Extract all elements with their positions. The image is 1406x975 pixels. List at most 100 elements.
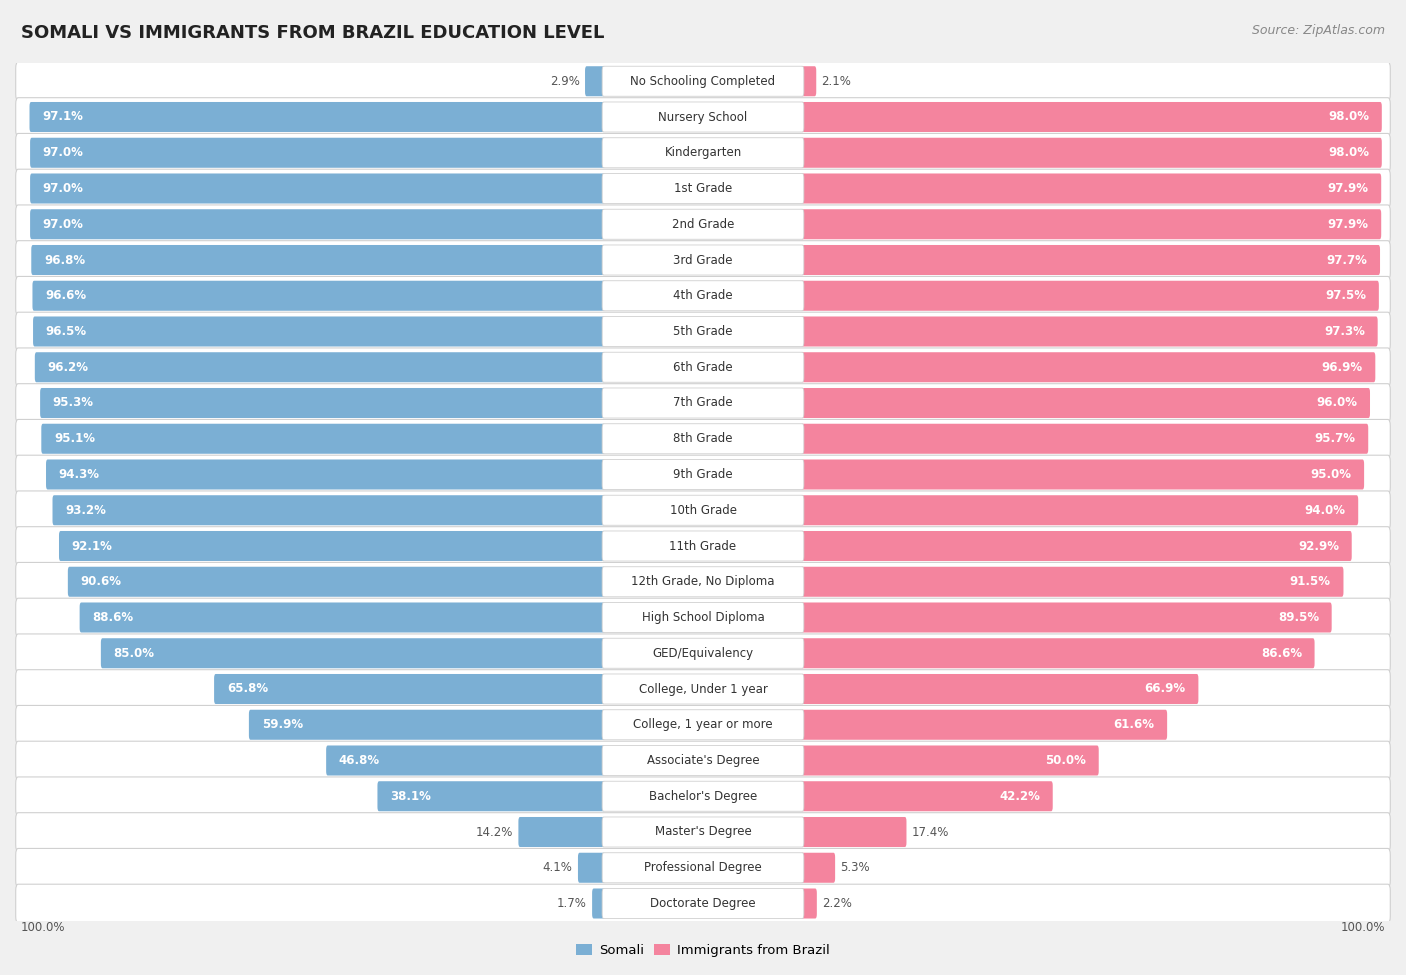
Text: 42.2%: 42.2% (1000, 790, 1040, 802)
FancyBboxPatch shape (52, 495, 606, 526)
FancyBboxPatch shape (800, 66, 817, 97)
Text: 95.1%: 95.1% (53, 432, 96, 446)
Text: 38.1%: 38.1% (389, 790, 432, 802)
Text: 97.9%: 97.9% (1327, 217, 1368, 231)
Text: 97.0%: 97.0% (42, 182, 83, 195)
Legend: Somali, Immigrants from Brazil: Somali, Immigrants from Brazil (571, 938, 835, 962)
Text: Bachelor's Degree: Bachelor's Degree (650, 790, 756, 802)
Text: 96.6%: 96.6% (45, 290, 86, 302)
FancyBboxPatch shape (32, 281, 606, 311)
FancyBboxPatch shape (59, 531, 606, 561)
Text: 96.8%: 96.8% (44, 254, 86, 266)
FancyBboxPatch shape (15, 241, 1391, 279)
FancyBboxPatch shape (800, 210, 1381, 239)
Text: Master's Degree: Master's Degree (655, 826, 751, 838)
FancyBboxPatch shape (602, 245, 804, 275)
Text: 6th Grade: 6th Grade (673, 361, 733, 373)
FancyBboxPatch shape (15, 777, 1391, 815)
FancyBboxPatch shape (15, 134, 1391, 172)
FancyBboxPatch shape (41, 388, 606, 418)
FancyBboxPatch shape (602, 781, 804, 811)
FancyBboxPatch shape (602, 746, 804, 775)
FancyBboxPatch shape (602, 817, 804, 847)
Text: 97.3%: 97.3% (1324, 325, 1365, 338)
FancyBboxPatch shape (602, 639, 804, 668)
Text: 98.0%: 98.0% (1329, 110, 1369, 124)
FancyBboxPatch shape (30, 102, 606, 132)
Text: 17.4%: 17.4% (911, 826, 949, 838)
FancyBboxPatch shape (602, 388, 804, 418)
FancyBboxPatch shape (15, 848, 1391, 887)
Text: 4th Grade: 4th Grade (673, 290, 733, 302)
FancyBboxPatch shape (800, 710, 1167, 740)
FancyBboxPatch shape (800, 566, 1344, 597)
FancyBboxPatch shape (602, 566, 804, 597)
Text: 97.9%: 97.9% (1327, 182, 1368, 195)
Text: SOMALI VS IMMIGRANTS FROM BRAZIL EDUCATION LEVEL: SOMALI VS IMMIGRANTS FROM BRAZIL EDUCATI… (21, 24, 605, 42)
FancyBboxPatch shape (602, 317, 804, 346)
FancyBboxPatch shape (800, 674, 1198, 704)
FancyBboxPatch shape (326, 746, 606, 775)
Text: 96.5%: 96.5% (46, 325, 87, 338)
Text: 2.9%: 2.9% (550, 75, 579, 88)
Text: 98.0%: 98.0% (1329, 146, 1369, 159)
FancyBboxPatch shape (15, 634, 1391, 673)
Text: 97.1%: 97.1% (42, 110, 83, 124)
Text: 94.0%: 94.0% (1305, 504, 1346, 517)
FancyBboxPatch shape (15, 884, 1391, 922)
FancyBboxPatch shape (602, 495, 804, 526)
Text: 59.9%: 59.9% (262, 719, 302, 731)
Text: 97.0%: 97.0% (42, 217, 83, 231)
Text: 96.9%: 96.9% (1322, 361, 1362, 373)
FancyBboxPatch shape (800, 781, 1053, 811)
Text: Doctorate Degree: Doctorate Degree (650, 897, 756, 910)
FancyBboxPatch shape (15, 670, 1391, 708)
Text: 3rd Grade: 3rd Grade (673, 254, 733, 266)
Text: 50.0%: 50.0% (1045, 754, 1085, 767)
FancyBboxPatch shape (800, 531, 1351, 561)
Text: Source: ZipAtlas.com: Source: ZipAtlas.com (1251, 24, 1385, 37)
FancyBboxPatch shape (67, 566, 606, 597)
Text: 90.6%: 90.6% (80, 575, 121, 588)
FancyBboxPatch shape (31, 245, 606, 275)
Text: Kindergarten: Kindergarten (665, 146, 741, 159)
FancyBboxPatch shape (800, 137, 1382, 168)
Text: 91.5%: 91.5% (1289, 575, 1331, 588)
FancyBboxPatch shape (15, 813, 1391, 851)
FancyBboxPatch shape (41, 424, 606, 453)
Text: 9th Grade: 9th Grade (673, 468, 733, 481)
FancyBboxPatch shape (800, 888, 817, 918)
FancyBboxPatch shape (800, 495, 1358, 526)
FancyBboxPatch shape (30, 137, 606, 168)
Text: 93.2%: 93.2% (65, 504, 105, 517)
Text: 95.3%: 95.3% (53, 397, 94, 410)
Text: College, 1 year or more: College, 1 year or more (633, 719, 773, 731)
Text: 100.0%: 100.0% (21, 921, 66, 934)
FancyBboxPatch shape (15, 277, 1391, 315)
Text: 1st Grade: 1st Grade (673, 182, 733, 195)
Text: 85.0%: 85.0% (114, 646, 155, 660)
FancyBboxPatch shape (800, 853, 835, 882)
FancyBboxPatch shape (15, 170, 1391, 208)
FancyBboxPatch shape (602, 137, 804, 168)
Text: 7th Grade: 7th Grade (673, 397, 733, 410)
FancyBboxPatch shape (602, 210, 804, 239)
FancyBboxPatch shape (585, 66, 606, 97)
FancyBboxPatch shape (101, 639, 606, 668)
FancyBboxPatch shape (15, 741, 1391, 780)
FancyBboxPatch shape (602, 888, 804, 918)
Text: 97.7%: 97.7% (1326, 254, 1368, 266)
FancyBboxPatch shape (214, 674, 606, 704)
Text: 66.9%: 66.9% (1144, 682, 1185, 695)
FancyBboxPatch shape (602, 603, 804, 633)
FancyBboxPatch shape (602, 174, 804, 204)
FancyBboxPatch shape (15, 384, 1391, 422)
FancyBboxPatch shape (602, 674, 804, 704)
FancyBboxPatch shape (35, 352, 606, 382)
Text: 95.0%: 95.0% (1310, 468, 1351, 481)
FancyBboxPatch shape (377, 781, 606, 811)
Text: 2nd Grade: 2nd Grade (672, 217, 734, 231)
Text: 94.3%: 94.3% (59, 468, 100, 481)
Text: 92.9%: 92.9% (1298, 539, 1339, 553)
Text: 92.1%: 92.1% (72, 539, 112, 553)
